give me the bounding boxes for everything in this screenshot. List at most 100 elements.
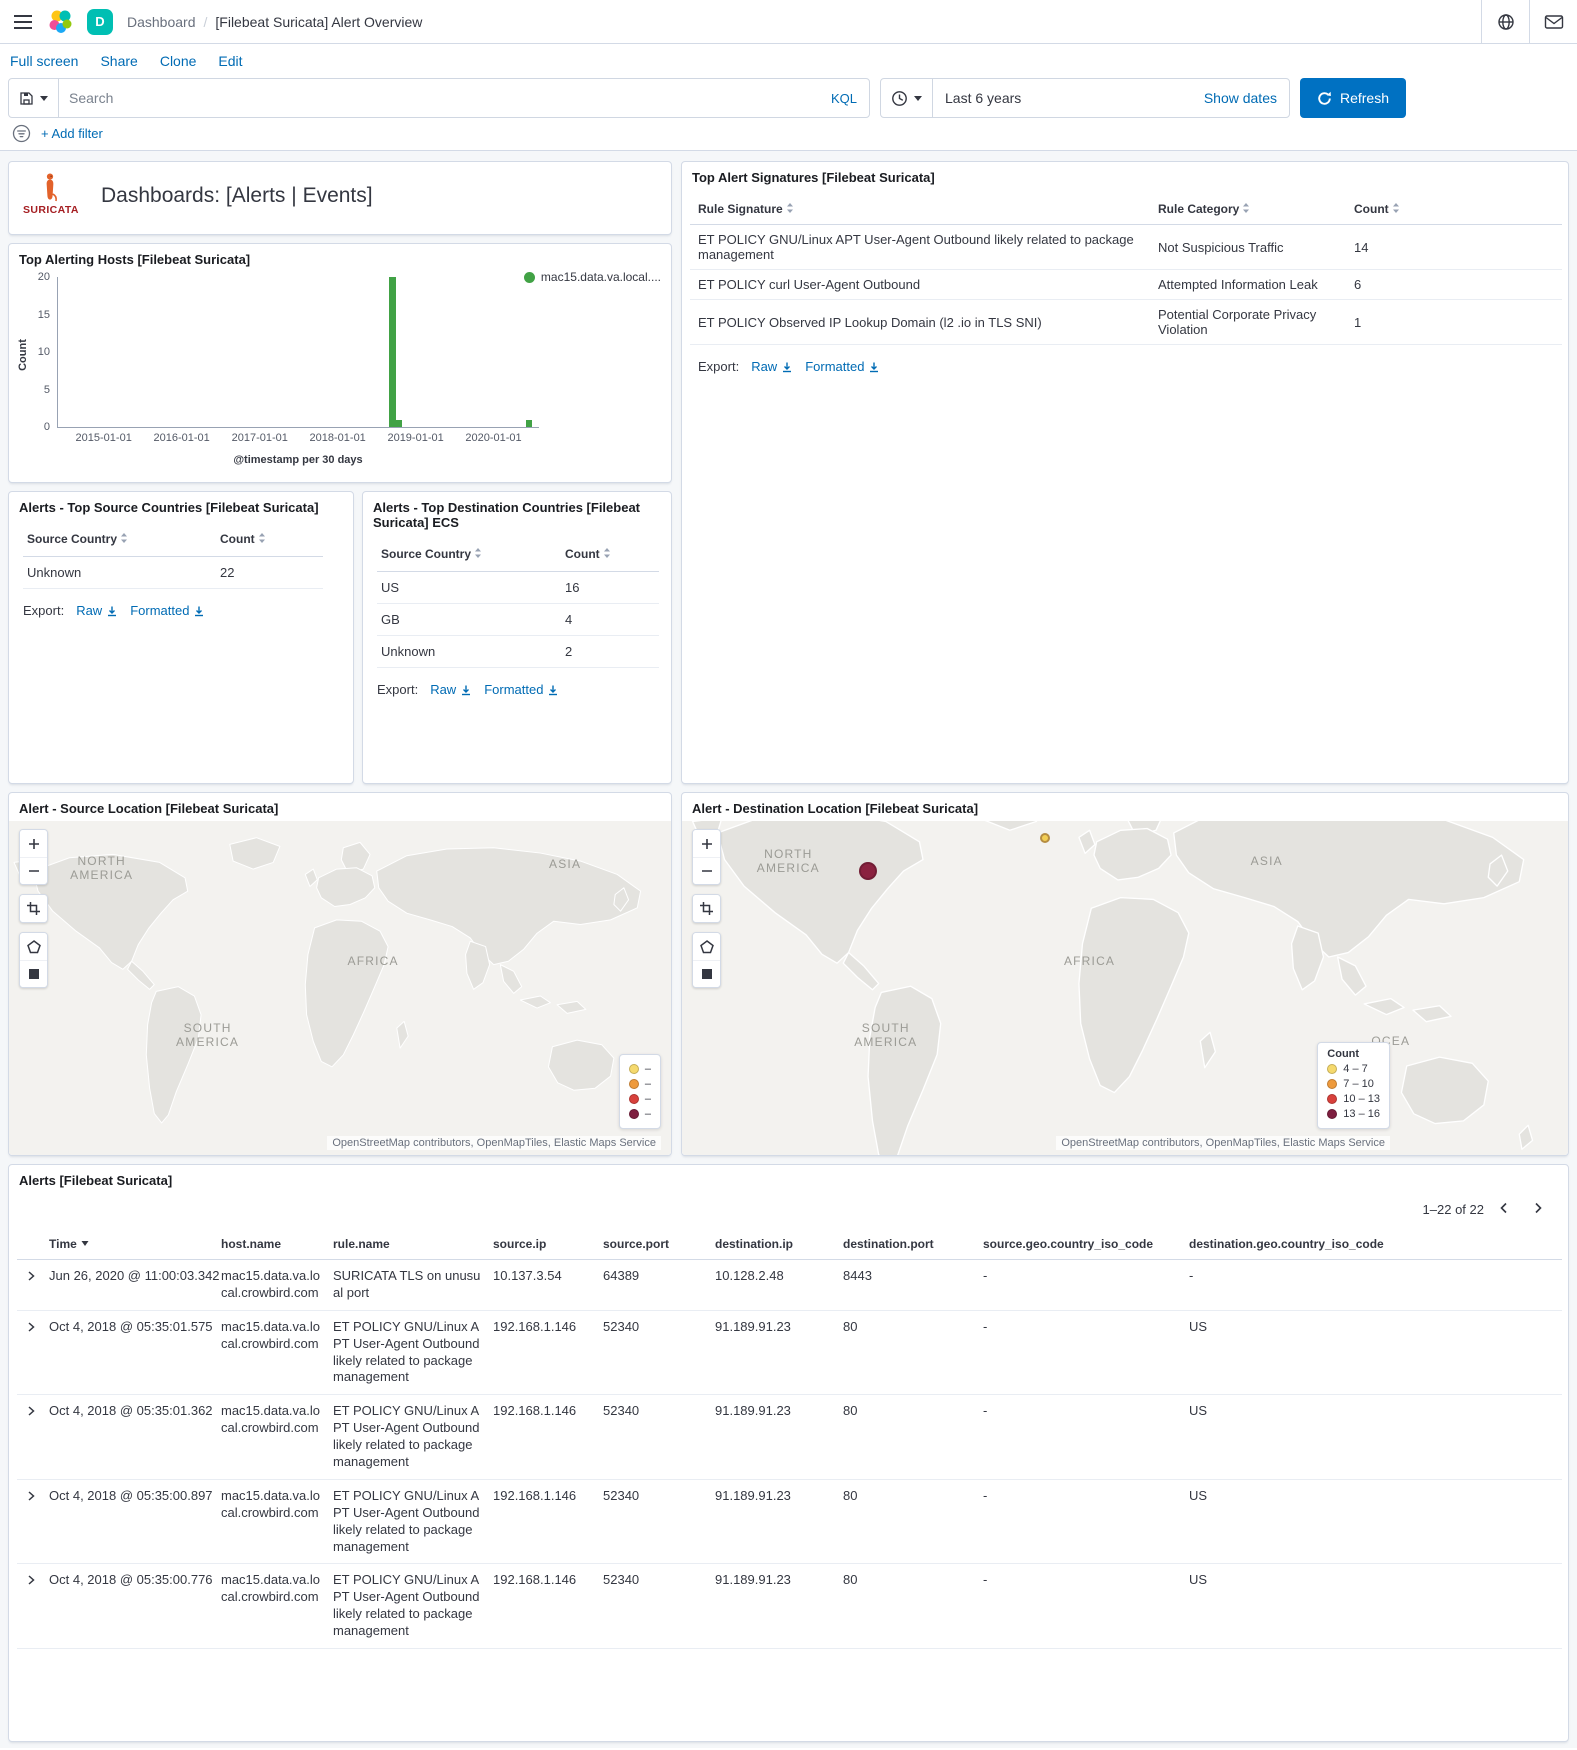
- top-nav-link[interactable]: Edit: [218, 53, 243, 69]
- alerts-dashboard-link[interactable]: Alerts: [231, 184, 286, 207]
- map-region-label: AFRICA: [1063, 954, 1116, 969]
- country-row[interactable]: GB 4: [377, 603, 659, 636]
- top-alert-signatures-panel: Top Alert Signatures [Filebeat Suricata]…: [681, 161, 1569, 784]
- destination-map[interactable]: NORTH AMERICA ASIA AFRICA SOUTH AMERICA OCEA…: [682, 821, 1568, 1155]
- column-header-source-country[interactable]: Source Country: [377, 538, 561, 572]
- export-formatted-link[interactable]: Formatted: [805, 359, 880, 374]
- column-header-rule-category[interactable]: Rule Category: [1150, 195, 1346, 225]
- expand-cell: [17, 1479, 43, 1565]
- menu-button[interactable]: [14, 14, 34, 29]
- events-dashboard-link[interactable]: Events: [302, 184, 367, 207]
- chart-bar[interactable]: [395, 419, 403, 427]
- top-destination-countries-panel: Alerts - Top Destination Countries [File…: [362, 491, 672, 784]
- map-data-point[interactable]: [859, 862, 878, 881]
- top-nav-link[interactable]: Clone: [159, 53, 197, 69]
- elastic-logo[interactable]: [48, 9, 73, 34]
- column-header-count[interactable]: Count: [216, 523, 323, 557]
- sort-icon: [120, 532, 128, 547]
- signature-row[interactable]: ET POLICY curl User-Agent Outbound Attem…: [690, 269, 1562, 300]
- previous-page-button[interactable]: [1490, 1198, 1518, 1221]
- country-row[interactable]: US 16: [377, 571, 659, 604]
- country-row[interactable]: Unknown 2: [377, 635, 659, 668]
- title-separator: |: [285, 184, 303, 207]
- signature-row[interactable]: ET POLICY Observed IP Lookup Domain (l2 …: [690, 299, 1562, 345]
- zoom-control-group: [692, 829, 721, 885]
- count-cell: 2: [561, 635, 659, 668]
- map-data-point[interactable]: [1040, 832, 1051, 843]
- expand-row-button[interactable]: [23, 1572, 39, 1591]
- export-formatted-link[interactable]: Formatted: [484, 682, 559, 697]
- signature-row[interactable]: ET POLICY GNU/Linux APT User-Agent Outbo…: [690, 224, 1562, 270]
- column-header-rule-name[interactable]: rule.name: [327, 1229, 487, 1260]
- column-header-source-country[interactable]: Source Country: [23, 523, 216, 557]
- draw-bounds-button[interactable]: [20, 960, 47, 987]
- y-axis-label: Count: [16, 339, 29, 371]
- pagination: 1–22 of 22: [9, 1192, 1568, 1225]
- zoom-out-button[interactable]: [693, 857, 720, 884]
- column-header-destination-geo[interactable]: destination.geo.country_iso_code: [1183, 1229, 1562, 1260]
- filter-bar: + Add filter: [0, 120, 1577, 150]
- draw-polygon-button[interactable]: [693, 933, 720, 960]
- top-nav-link[interactable]: Full screen: [10, 53, 79, 69]
- column-header-destination-ip[interactable]: destination.ip: [709, 1229, 837, 1260]
- export-raw-link[interactable]: Raw: [751, 359, 793, 374]
- sort-desc-icon: [81, 1241, 89, 1246]
- space-avatar[interactable]: D: [87, 8, 113, 35]
- map-legend: – – – –: [618, 1054, 661, 1129]
- expand-row-button[interactable]: [23, 1268, 39, 1287]
- export-label: Export:: [377, 682, 419, 697]
- expand-cell: [17, 1563, 43, 1650]
- column-header-source-port[interactable]: source.port: [597, 1229, 709, 1260]
- saved-query-button[interactable]: [9, 79, 59, 117]
- refresh-label: Refresh: [1339, 90, 1390, 106]
- search-input[interactable]: [59, 90, 819, 106]
- column-header-count[interactable]: Count: [1346, 195, 1562, 225]
- column-header-destination-port[interactable]: destination.port: [837, 1229, 977, 1260]
- show-dates-button[interactable]: Show dates: [1203, 90, 1277, 106]
- zoom-in-button[interactable]: [20, 830, 47, 857]
- kql-button[interactable]: KQL: [830, 90, 857, 106]
- export-raw-link[interactable]: Raw: [76, 603, 118, 618]
- refresh-button[interactable]: Refresh: [1300, 78, 1406, 118]
- add-filter-button[interactable]: + Add filter: [41, 125, 103, 141]
- expand-row-button[interactable]: [23, 1403, 39, 1422]
- mail-button[interactable]: [1529, 0, 1577, 43]
- map-attribution[interactable]: OpenStreetMap contributors, OpenMapTiles…: [1056, 1136, 1390, 1150]
- destination-port-cell: 80: [837, 1394, 977, 1480]
- time-menu-button[interactable]: [881, 79, 933, 117]
- zoom-in-button[interactable]: [693, 830, 720, 857]
- suricata-logo-text: SURICATA: [23, 204, 79, 216]
- fit-to-data-button[interactable]: [20, 895, 47, 922]
- fit-to-data-button[interactable]: [693, 895, 720, 922]
- column-header-source-ip[interactable]: source.ip: [487, 1229, 597, 1260]
- map-attribution[interactable]: OpenStreetMap contributors, OpenMapTiles…: [327, 1136, 661, 1150]
- chevron-left-icon: [1500, 1202, 1507, 1214]
- expand-row-button[interactable]: [23, 1319, 39, 1338]
- time-range-value[interactable]: Last 6 years: [945, 90, 1022, 106]
- country-row[interactable]: Unknown 22: [23, 556, 323, 589]
- chart-legend[interactable]: mac15.data.va.local....: [523, 270, 661, 284]
- hosts-chart-plot[interactable]: 0 5 10 15 20 2015-01-01 2016-01-01 2017-01-01 20…: [38, 271, 539, 444]
- chart-bar[interactable]: [389, 277, 396, 427]
- column-header-time[interactable]: Time: [43, 1229, 215, 1260]
- draw-polygon-button[interactable]: [20, 933, 47, 960]
- help-button[interactable]: [1481, 0, 1529, 43]
- column-header-count[interactable]: Count: [561, 538, 659, 572]
- breadcrumb-dashboard[interactable]: Dashboard: [127, 13, 196, 30]
- filter-menu-button[interactable]: [12, 124, 31, 143]
- top-nav-link[interactable]: Share: [100, 53, 138, 69]
- query-bar: KQL Last 6 years Show dates Refresh: [0, 76, 1577, 120]
- source-map[interactable]: NORTH AMERICA ASIA AFRICA SOUTH AMERICA – – –…: [9, 821, 671, 1155]
- column-header-source-geo[interactable]: source.geo.country_iso_code: [977, 1229, 1183, 1260]
- expand-row-button[interactable]: [23, 1488, 39, 1507]
- export-raw-link[interactable]: Raw: [430, 682, 472, 697]
- zoom-out-button[interactable]: [20, 857, 47, 884]
- draw-bounds-button[interactable]: [693, 960, 720, 987]
- export-formatted-link[interactable]: Formatted: [130, 603, 205, 618]
- legend-color-dot: [1327, 1109, 1338, 1119]
- column-header-host-name[interactable]: host.name: [215, 1229, 327, 1260]
- pagination-label: 1–22 of 22: [1422, 1202, 1484, 1217]
- column-header-rule-signature[interactable]: Rule Signature: [690, 195, 1150, 225]
- next-page-button[interactable]: [1524, 1198, 1552, 1221]
- chart-bar[interactable]: [525, 419, 533, 427]
